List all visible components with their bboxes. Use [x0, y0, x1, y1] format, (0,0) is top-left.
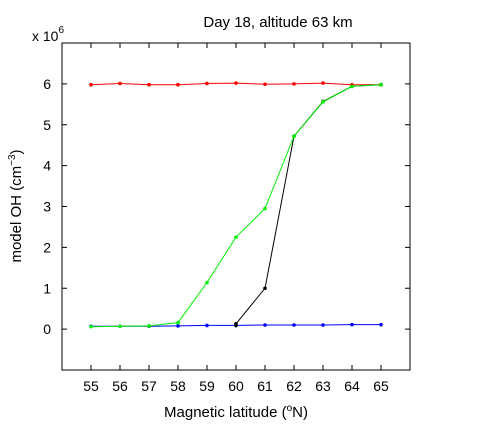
y-tick-label: 5: [43, 117, 51, 133]
data-point: [118, 324, 122, 329]
series-line: [89, 82, 383, 329]
data-point: [118, 81, 122, 86]
data-point: [350, 322, 354, 327]
y-exponent-base: x 10: [32, 28, 59, 44]
data-point: [205, 323, 209, 328]
y-axis-label-post: ): [8, 149, 25, 154]
y-tick-label: 3: [43, 199, 51, 215]
y-exponent-label: x 106: [32, 25, 64, 44]
data-point: [176, 324, 180, 328]
data-point: [379, 322, 383, 327]
y-axis-label-pre: model OH (cm: [8, 166, 25, 263]
chart-title: Day 18, altitude 63 km: [203, 14, 352, 31]
data-point: [89, 324, 93, 329]
data-point: [205, 81, 209, 86]
data-point: [263, 82, 267, 87]
y-tick-label: 6: [43, 76, 51, 92]
data-point: [176, 320, 180, 325]
data-point: [292, 323, 296, 327]
x-axis-label-sup: o: [287, 403, 293, 414]
x-tick-label: 57: [141, 378, 157, 394]
data-point: [263, 323, 267, 327]
y-exponent-power: 6: [58, 25, 64, 36]
x-tick-label: 64: [344, 378, 360, 394]
x-tick-label: 59: [199, 378, 215, 394]
x-tick-label: 61: [257, 378, 273, 394]
data-point: [263, 206, 267, 211]
y-tick-label: 4: [43, 158, 51, 174]
data-point: [205, 280, 209, 285]
x-tick-label: 60: [228, 378, 244, 394]
data-point: [321, 323, 325, 327]
data-point: [321, 100, 325, 104]
x-axis-label-post: N): [292, 404, 308, 421]
data-point: [379, 82, 383, 87]
y-tick-label: 2: [43, 239, 51, 255]
y-axis-label: model OH (cm−3): [7, 149, 25, 262]
data-point: [321, 81, 325, 85]
y-tick-label: 0: [43, 321, 51, 337]
data-point: [292, 134, 296, 138]
data-series: [89, 81, 383, 329]
data-point: [234, 322, 238, 326]
x-tick-label: 56: [112, 378, 128, 394]
data-point: [350, 84, 354, 89]
x-tick-label: 63: [315, 378, 331, 394]
y-tick-label: 1: [43, 280, 51, 296]
data-point: [176, 82, 180, 87]
x-axis-label: Magnetic latitude (oN): [164, 403, 308, 421]
x-tick-label: 55: [83, 378, 99, 394]
data-point: [234, 81, 238, 85]
x-tick-label: 65: [373, 378, 389, 394]
data-point: [147, 82, 151, 87]
x-tick-label: 62: [286, 378, 302, 394]
data-point: [292, 82, 296, 86]
data-point: [263, 286, 267, 291]
x-tick-label: 58: [170, 378, 186, 394]
x-axis-label-pre: Magnetic latitude (: [164, 404, 287, 421]
data-point: [147, 324, 151, 328]
plot-area: [61, 42, 411, 371]
data-point: [234, 235, 238, 239]
y-axis-label-sup: −3: [7, 154, 18, 166]
data-point: [89, 82, 93, 87]
